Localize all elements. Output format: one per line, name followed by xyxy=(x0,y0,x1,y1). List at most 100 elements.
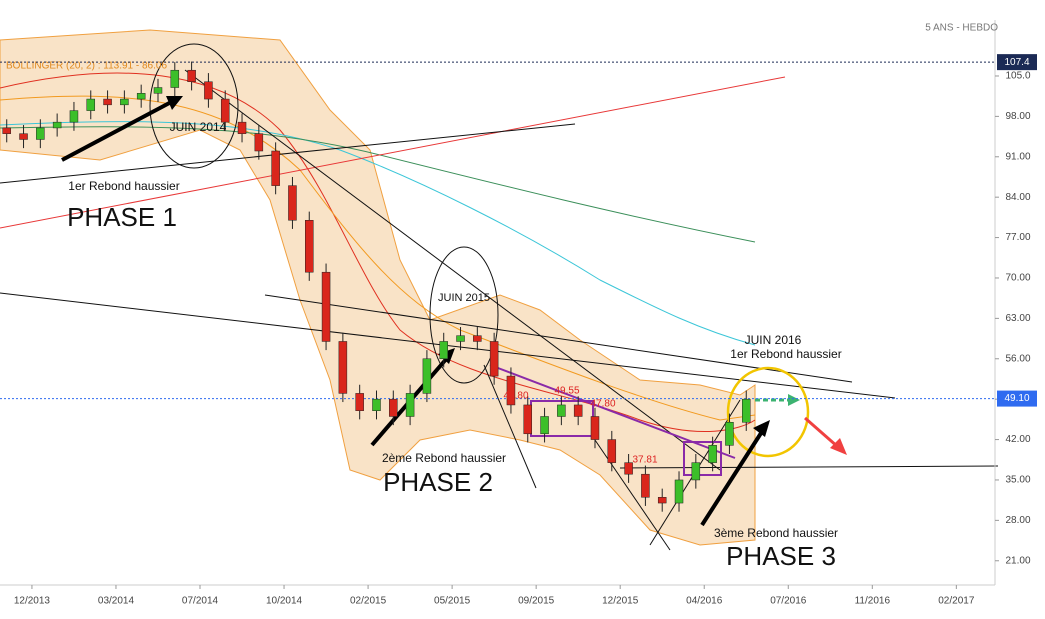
y-tick-label: 28.00 xyxy=(1005,515,1030,526)
candle-body xyxy=(489,341,499,377)
circle xyxy=(429,246,499,384)
corner-label: 5 ANS - HEBDO xyxy=(925,23,998,34)
candle-body xyxy=(120,98,129,106)
candle-body xyxy=(742,398,751,423)
candle-body xyxy=(674,479,684,504)
candle-body xyxy=(170,69,180,88)
arrow-head xyxy=(753,420,770,437)
bollinger-band xyxy=(0,29,756,546)
y-tick-label: 77.00 xyxy=(1005,232,1030,243)
x-tick-label: 02/2015 xyxy=(350,596,387,607)
x-tick-label: 07/2016 xyxy=(770,596,807,607)
candle-body xyxy=(220,98,230,123)
candle-body xyxy=(691,462,701,481)
candle-body xyxy=(725,422,734,446)
y-tick-label: 56.00 xyxy=(1005,353,1030,364)
annotation: 47.80 xyxy=(590,399,615,410)
x-tick-label: 12/2015 xyxy=(602,596,639,607)
candle-body xyxy=(321,271,331,342)
annotation: 37.81 xyxy=(632,455,657,466)
candle-body xyxy=(506,375,516,406)
candle-body xyxy=(389,398,398,417)
candle-body xyxy=(557,404,566,417)
candle-body xyxy=(2,127,11,134)
trend-line xyxy=(184,69,721,471)
candle-body xyxy=(405,393,415,417)
candle-body xyxy=(540,416,549,435)
trend-line xyxy=(264,294,853,383)
annotation: 49.55 xyxy=(554,386,579,397)
candle-body xyxy=(372,398,381,411)
annotation: 1er Rebond haussier xyxy=(68,179,179,193)
arrow xyxy=(804,416,839,449)
annotation: 1er Rebond haussier xyxy=(730,347,841,361)
candle-body xyxy=(657,497,667,504)
candle-body xyxy=(338,341,348,394)
candle-body xyxy=(439,341,448,360)
candle-body xyxy=(153,87,163,94)
candle-body xyxy=(590,416,600,440)
candle-body xyxy=(69,110,79,123)
candle-body xyxy=(708,445,717,463)
y-tick-label: 98.00 xyxy=(1005,111,1030,122)
candle-body xyxy=(254,133,264,152)
arrow xyxy=(61,98,176,162)
circle xyxy=(726,366,810,458)
indicator-label: BOLLINGER (20, 2) : 113.91 - 86.06 xyxy=(6,61,167,72)
candle-body xyxy=(573,404,583,417)
candle-body xyxy=(86,98,96,111)
circle xyxy=(149,43,239,169)
annotation: PHASE 1 xyxy=(67,202,177,232)
price-tag xyxy=(997,390,1037,407)
annotation: JUIN 2016 xyxy=(745,333,802,347)
candle-body xyxy=(473,335,482,342)
x-tick-label: 11/2016 xyxy=(855,596,891,607)
arrow-head xyxy=(166,96,183,110)
annotation: 3ème Rebond haussier xyxy=(714,526,838,540)
candle-body xyxy=(52,121,62,129)
y-tick-label: 84.00 xyxy=(1005,192,1030,203)
annotation: JUIN 2015 xyxy=(438,292,490,304)
candle-body xyxy=(136,93,146,100)
x-tick-label: 07/2014 xyxy=(182,596,219,607)
trend-line xyxy=(0,123,576,184)
annotation: 2ème Rebond haussier xyxy=(382,451,506,465)
candle-body xyxy=(36,127,45,140)
y-tick-label: 42.00 xyxy=(1005,434,1030,445)
x-tick-label: 05/2015 xyxy=(434,596,471,607)
y-tick-label: 91.00 xyxy=(1005,151,1030,162)
arrow xyxy=(700,428,765,527)
candle-body xyxy=(271,150,280,186)
candle-body xyxy=(641,473,650,498)
x-tick-label: 10/2014 xyxy=(266,596,303,607)
x-tick-label: 02/2017 xyxy=(938,596,975,607)
annotation: 48.80 xyxy=(503,391,528,402)
x-tick-label: 09/2015 xyxy=(518,596,555,607)
arrow-head xyxy=(788,394,800,406)
annotation: PHASE 3 xyxy=(726,541,836,571)
candle-body xyxy=(288,185,297,221)
candle-body xyxy=(607,439,617,463)
annotation: PHASE 2 xyxy=(383,467,493,497)
price-tag-label: 49.10 xyxy=(1004,393,1029,404)
candle-body xyxy=(237,121,247,134)
candle-body xyxy=(19,133,28,140)
y-tick-label: 21.00 xyxy=(1005,555,1030,566)
candle-body xyxy=(305,220,314,273)
arrow-head xyxy=(830,438,847,455)
x-tick-label: 12/2013 xyxy=(14,596,51,607)
trend-line xyxy=(0,76,786,229)
candle-body xyxy=(456,335,465,342)
y-tick-label: 63.00 xyxy=(1005,313,1030,324)
price-tag-label: 107.4 xyxy=(1004,57,1029,68)
candle-body xyxy=(624,462,633,475)
price-tag xyxy=(997,54,1037,71)
candle-body xyxy=(422,358,432,394)
annotation: JUIN 2014 xyxy=(170,120,227,134)
candle-body xyxy=(523,404,533,435)
y-tick-label: 35.00 xyxy=(1005,475,1030,486)
candle-body xyxy=(187,69,196,83)
y-tick-label: 105.0 xyxy=(1005,71,1030,82)
x-tick-label: 03/2014 xyxy=(98,596,135,607)
